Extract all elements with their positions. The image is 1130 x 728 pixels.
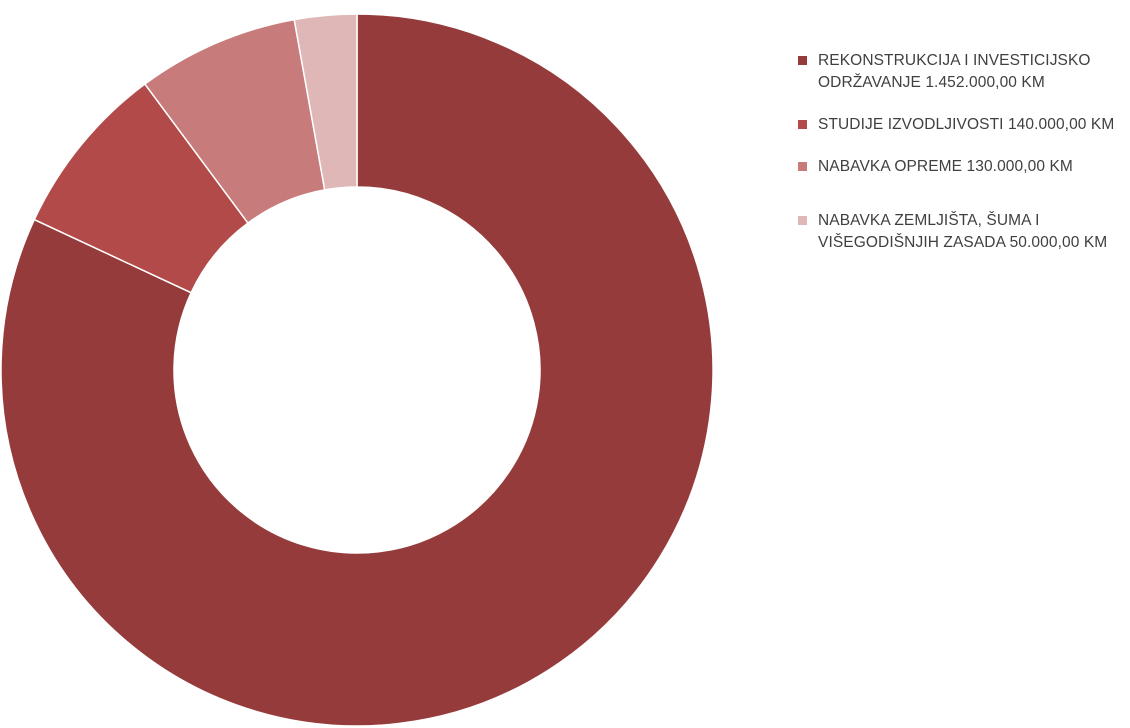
legend-label: NABAVKA OPREME 130.000,00 KM	[818, 158, 1073, 175]
donut-slices	[0, 13, 714, 727]
legend-label: REKONSTRUKCIJA I INVESTICIJSKO ODRŽAVANJ…	[818, 52, 1091, 91]
legend-label: NABAVKA ZEMLJIŠTA, ŠUMA I VIŠEGODIŠNJIH …	[818, 212, 1108, 251]
legend-item-oprema: NABAVKA OPREME 130.000,00 KM	[798, 156, 1128, 178]
legend-swatch	[798, 162, 807, 171]
legend-label: STUDIJE IZVODLJIVOSTI 140.000,00 KM	[818, 116, 1115, 133]
legend-swatch	[798, 56, 807, 65]
legend-swatch	[798, 216, 807, 225]
chart-legend: REKONSTRUKCIJA I INVESTICIJSKO ODRŽAVANJ…	[798, 50, 1128, 254]
legend-swatch	[798, 120, 807, 129]
slice-rekonstrukcija	[0, 13, 714, 727]
legend-item-rekonstrukcija: REKONSTRUKCIJA I INVESTICIJSKO ODRŽAVANJ…	[798, 50, 1128, 94]
legend-item-zemljiste: NABAVKA ZEMLJIŠTA, ŠUMA I VIŠEGODIŠNJIH …	[798, 210, 1128, 254]
legend-item-studije: STUDIJE IZVODLJIVOSTI 140.000,00 KM	[798, 114, 1128, 136]
slice-zemljiste	[293, 13, 358, 191]
